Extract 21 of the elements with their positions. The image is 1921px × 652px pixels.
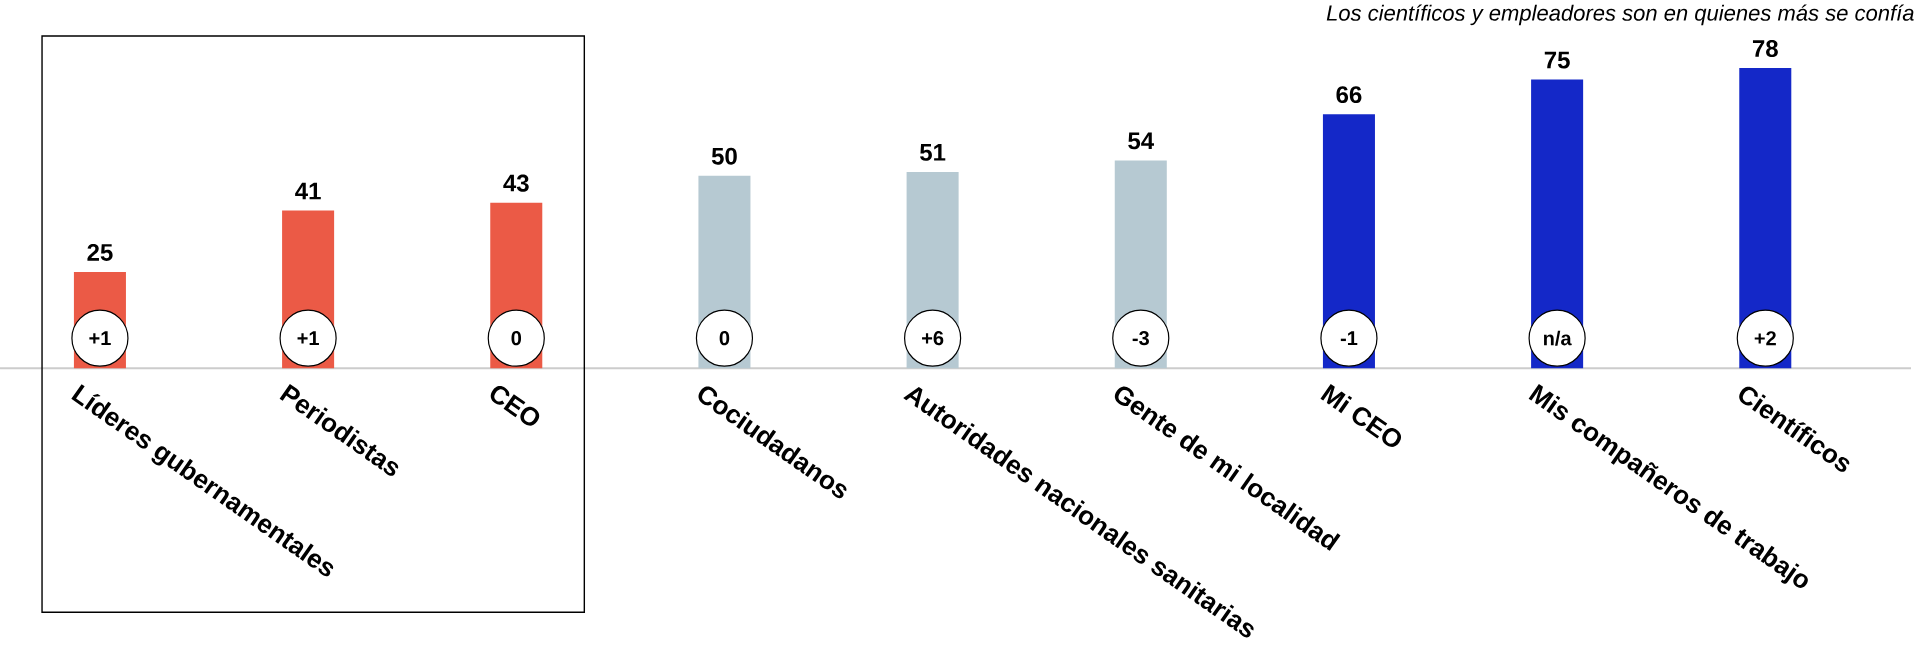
annotation: +1 [297, 331, 319, 345]
data-label: 75 [1544, 51, 1570, 69]
annotation: -1 [1340, 331, 1358, 345]
annotation: 0 [511, 330, 522, 346]
annotation: n/a [1543, 330, 1572, 346]
data-label: 50 [711, 147, 737, 165]
annotation: +6 [922, 330, 944, 346]
data-label: 25 [87, 243, 113, 261]
data-label: 51 [920, 143, 946, 161]
x-tick-label: Mi CEO [1320, 383, 1402, 447]
data-label: 41 [295, 182, 321, 200]
data-label: 66 [1336, 85, 1362, 103]
data-label: 43 [503, 174, 529, 192]
annotation: -3 [1132, 330, 1149, 346]
data-label: 78 [1752, 39, 1778, 57]
annotation: 0 [719, 330, 730, 346]
data-label: 54 [1128, 132, 1154, 150]
annotation: +1 [89, 331, 111, 345]
annotation: +2 [1754, 331, 1776, 345]
chart-title: Los científicos y empleadores son en quienes más se confía [1326, 4, 1914, 25]
x-tick-label: CEO [490, 385, 540, 426]
